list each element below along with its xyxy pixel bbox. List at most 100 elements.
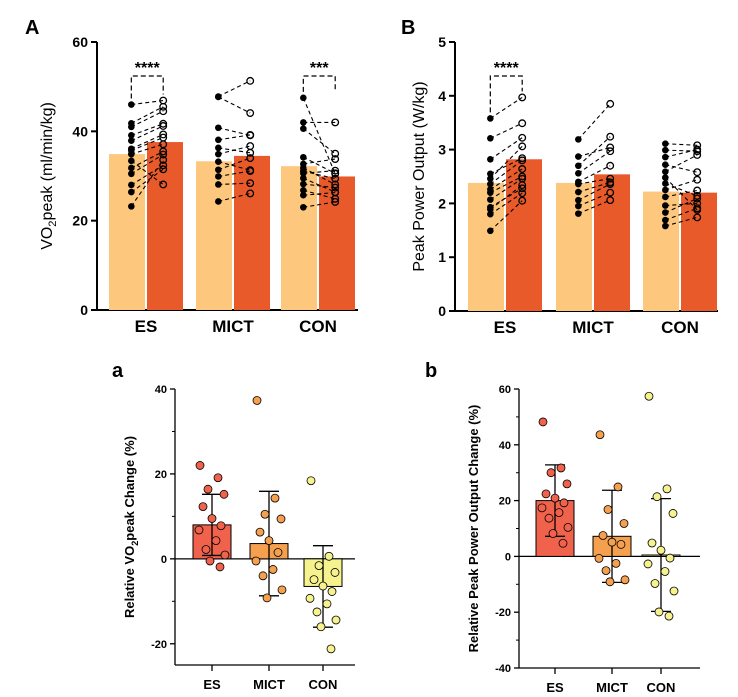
data-point	[207, 514, 217, 523]
significance-label: ****	[494, 60, 520, 77]
point-post	[518, 165, 527, 173]
data-point	[262, 593, 272, 603]
point-pre	[128, 101, 135, 108]
point-post	[693, 151, 702, 159]
pair-line	[664, 177, 698, 211]
bar-pre-es	[109, 154, 145, 310]
pair-line	[665, 216, 698, 227]
data-point	[656, 545, 666, 555]
pair-line	[490, 168, 523, 190]
point-pre	[487, 155, 494, 163]
point-post	[606, 99, 615, 108]
data-point	[330, 568, 340, 577]
data-point	[219, 489, 229, 499]
bar-pre-con	[281, 166, 317, 310]
point-pre	[215, 144, 222, 152]
pair-line	[577, 103, 611, 140]
data-point	[654, 607, 664, 617]
point-pre	[487, 196, 494, 203]
point-post	[159, 150, 168, 159]
point-pre	[215, 181, 222, 188]
y-tick-label: 40	[499, 440, 511, 452]
y-axis-title-rest: peak (ml/min/kg)	[39, 102, 56, 220]
data-point	[559, 498, 569, 508]
data-point	[201, 545, 211, 554]
pair-line	[490, 176, 523, 194]
data-point	[613, 482, 623, 492]
point-post	[518, 93, 527, 102]
point-post	[331, 149, 340, 158]
data-point	[322, 599, 332, 609]
y-tick-label: -40	[495, 663, 511, 675]
point-pre	[300, 180, 307, 188]
point-pre	[215, 150, 222, 158]
data-point	[611, 558, 621, 568]
point-post	[518, 142, 527, 151]
point-pre	[487, 203, 494, 211]
point-pre	[215, 136, 222, 144]
data-point	[660, 567, 670, 576]
point-pre	[575, 196, 582, 204]
point-post	[246, 154, 255, 163]
pair-line	[578, 178, 611, 185]
pair-line	[130, 159, 164, 207]
data-point	[562, 479, 572, 489]
point-post	[693, 168, 702, 177]
pair-line	[578, 192, 611, 207]
pair-line	[218, 96, 251, 114]
point-pre	[487, 170, 494, 178]
point-post	[518, 154, 527, 163]
y-tick-label: 60	[499, 384, 511, 396]
data-point	[664, 611, 674, 621]
data-point	[594, 553, 604, 563]
point-pre	[487, 175, 494, 182]
y-tick-label: 2	[438, 195, 446, 211]
y-tick-label: -20	[495, 607, 511, 619]
pair-line	[303, 156, 336, 174]
pair-line	[490, 187, 523, 208]
point-post	[159, 122, 168, 130]
point-pre	[662, 193, 669, 201]
bar-post-es	[506, 159, 542, 311]
pair-line	[665, 198, 698, 214]
y-axis-title: VO2peak (ml/min/kg)	[39, 102, 59, 250]
data-point	[255, 527, 265, 537]
data-point	[554, 508, 564, 517]
bar-pre-es	[468, 182, 504, 311]
pair-line	[131, 125, 164, 142]
point-post	[606, 143, 615, 152]
point-post	[246, 131, 255, 140]
point-pre	[215, 198, 222, 205]
point-pre	[300, 191, 307, 199]
panel-a-chart: a -20 0 20 40 ES MICT CON Relative VO2peak Chang…	[112, 360, 355, 692]
panel-letter-B: B	[401, 17, 415, 39]
point-pre	[575, 169, 582, 177]
y-axis-title-main: VO	[39, 227, 56, 250]
data-point	[662, 484, 672, 494]
pair-line	[490, 122, 523, 139]
point-pre	[300, 153, 307, 161]
pair-line	[218, 170, 251, 177]
point-post	[246, 166, 255, 175]
pair-line	[303, 170, 336, 180]
pair-line	[578, 150, 611, 174]
pair-line	[303, 189, 336, 200]
point-post	[606, 147, 615, 156]
category-label-con: CON	[647, 680, 676, 695]
data-point	[665, 553, 675, 563]
point-pre	[662, 168, 669, 175]
pair-line	[578, 146, 611, 158]
panel-letter-A: A	[25, 17, 39, 39]
point-post	[246, 189, 255, 198]
point-post	[331, 197, 340, 206]
pair-line	[665, 179, 698, 191]
pair-line	[303, 183, 336, 189]
data-point	[541, 489, 551, 499]
pair-line	[131, 106, 164, 124]
pair-line	[218, 157, 251, 171]
point-post	[331, 166, 340, 175]
panel-B-chart: B 0 1 2 3 4 5 ES **** MICT CON Peak Power Output (W…	[401, 17, 718, 337]
data-point	[324, 551, 334, 561]
data-point	[558, 538, 568, 548]
pair-line	[578, 183, 611, 201]
